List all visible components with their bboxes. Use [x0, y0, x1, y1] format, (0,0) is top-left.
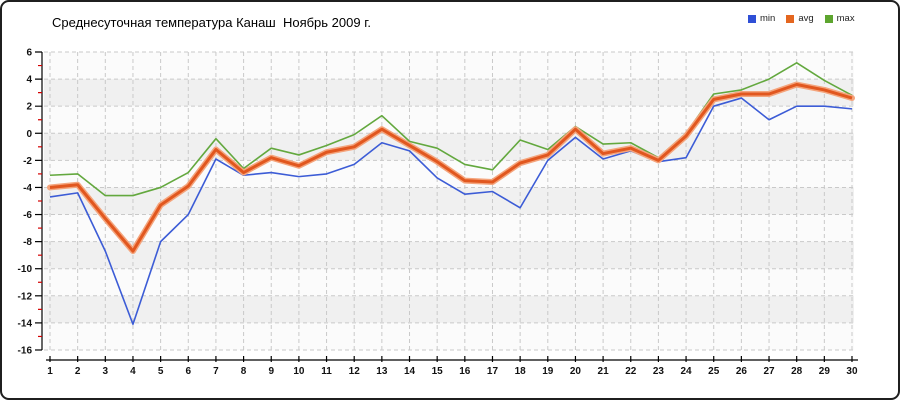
x-tick-label: 10 — [293, 366, 305, 377]
avg-series-line — [49, 83, 853, 253]
x-tick-label: 15 — [432, 366, 444, 377]
plot-band — [44, 160, 854, 188]
max-series-line — [49, 62, 853, 197]
y-tick-label: -12 — [18, 291, 33, 302]
x-tick-label: 25 — [708, 366, 720, 377]
y-tick-label: -16 — [18, 345, 33, 356]
x-tick-label: 16 — [459, 366, 471, 377]
plot-band — [44, 268, 854, 296]
x-tick-label: 28 — [791, 366, 803, 377]
plot-band — [44, 52, 854, 80]
x-tick-label: 4 — [130, 366, 136, 377]
x-tick-label: 23 — [653, 366, 665, 377]
y-tick-label: 2 — [26, 102, 32, 113]
y-tick-label: 6 — [26, 48, 32, 59]
y-tick-label: -14 — [18, 318, 33, 329]
x-tick-label: 22 — [625, 366, 637, 377]
x-tick-label: 21 — [598, 366, 610, 377]
x-tick-label: 13 — [376, 366, 388, 377]
plot-band — [44, 133, 854, 161]
avg-series-swatch — [786, 14, 795, 23]
plot-band — [44, 322, 854, 350]
plot-band — [44, 79, 854, 107]
y-tick-label: 0 — [26, 129, 32, 140]
x-tick-label: 17 — [487, 366, 499, 377]
x-tick-label: 29 — [819, 366, 831, 377]
x-tick-label: 11 — [321, 366, 332, 377]
x-tick-label: 6 — [185, 366, 191, 377]
plot-band — [44, 295, 854, 323]
legend-label-max: max — [836, 13, 855, 24]
max-series-swatch — [824, 14, 833, 23]
legend-label-avg: avg — [798, 13, 814, 24]
x-tick-label: 30 — [846, 366, 858, 377]
y-tick-label: -6 — [23, 210, 32, 221]
y-tick-label: -4 — [23, 183, 32, 194]
x-tick-label: 9 — [268, 366, 274, 377]
chart-title: Среднесуточная температура Канаш Ноябрь … — [52, 15, 371, 30]
legend-item-min: min — [748, 13, 775, 24]
x-tick-label: 26 — [736, 366, 748, 377]
x-tick-label: 14 — [404, 366, 416, 377]
x-tick-label: 2 — [75, 366, 81, 377]
y-tick-label: 4 — [26, 75, 32, 86]
legend-item-max: max — [824, 13, 855, 24]
x-tick-label: 7 — [213, 366, 219, 377]
plot-band — [44, 214, 854, 242]
x-tick-label: 3 — [103, 366, 109, 377]
x-tick-label: 27 — [763, 366, 775, 377]
min-series-swatch — [748, 14, 756, 23]
x-tick-label: 20 — [570, 366, 582, 377]
legend-label-min: min — [760, 13, 776, 24]
legend-item-avg: avg — [786, 13, 814, 24]
x-tick-label: 8 — [241, 366, 247, 377]
y-tick-label: -8 — [23, 237, 32, 248]
x-tick-label: 1 — [47, 366, 53, 377]
x-tick-label: 5 — [158, 366, 164, 377]
plot-band — [44, 241, 854, 269]
x-tick-label: 19 — [542, 366, 554, 377]
plot-band — [44, 106, 854, 134]
legend: min avg max — [748, 13, 855, 24]
min-series-line — [49, 97, 853, 326]
y-tick-label: -2 — [23, 156, 32, 167]
y-tick-label: -10 — [18, 264, 33, 275]
x-tick-label: 24 — [681, 366, 693, 377]
x-tick-label: 18 — [515, 366, 527, 377]
x-tick-label: 12 — [349, 366, 361, 377]
